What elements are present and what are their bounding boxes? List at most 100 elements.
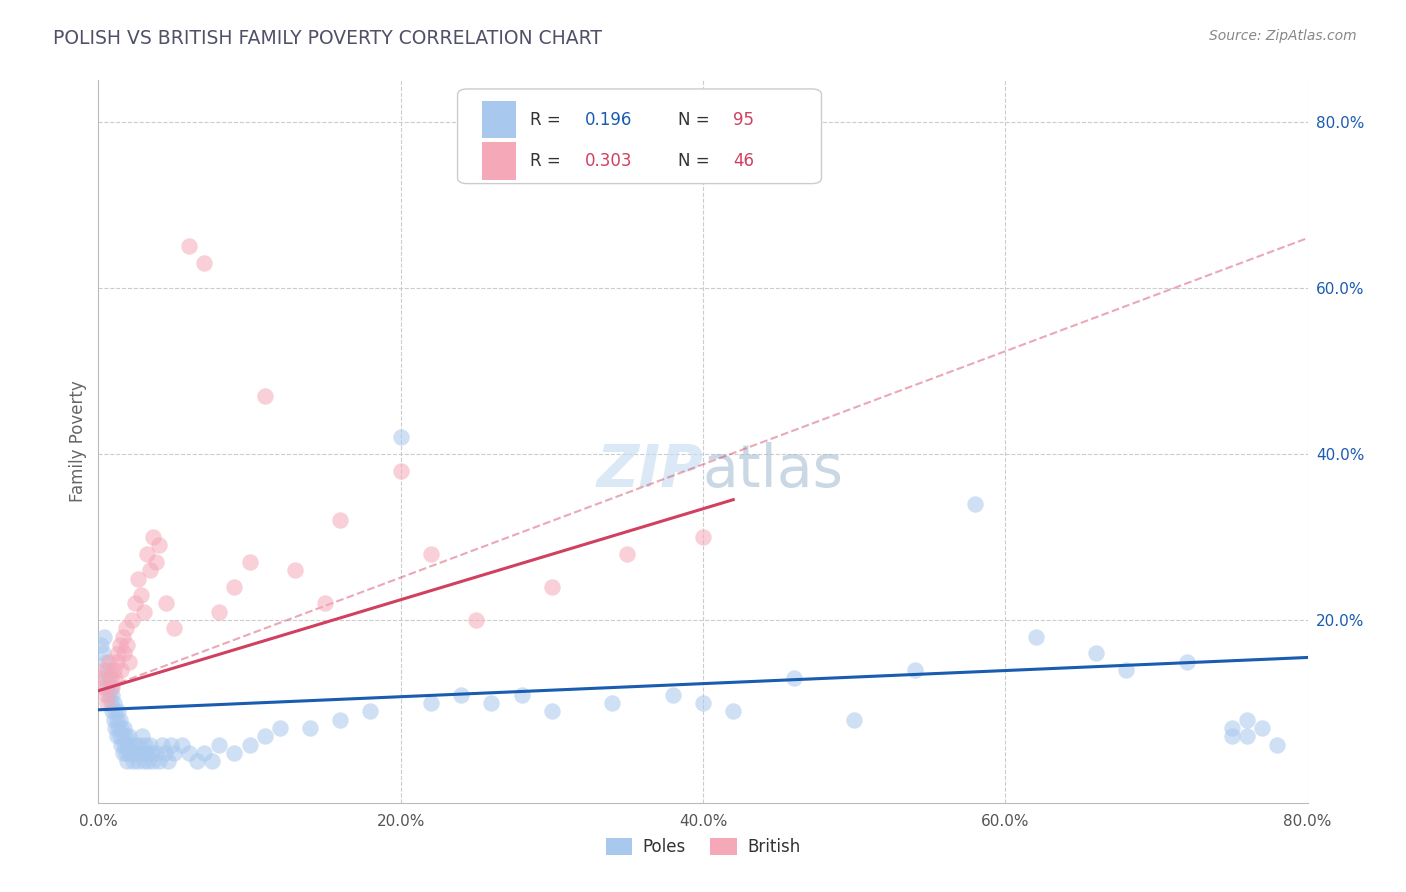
Point — [389, 430, 412, 444]
Point — [98, 671, 121, 685]
Point — [129, 746, 152, 760]
Point — [127, 754, 149, 768]
Point — [170, 738, 193, 752]
Text: ZIP: ZIP — [596, 442, 703, 499]
Point — [101, 688, 124, 702]
Point — [112, 646, 135, 660]
Text: N =: N = — [678, 153, 714, 170]
Point — [111, 730, 134, 744]
Point — [139, 738, 162, 752]
Point — [465, 613, 488, 627]
Point — [253, 389, 276, 403]
Point — [96, 696, 118, 710]
Point — [510, 688, 533, 702]
Point — [98, 655, 121, 669]
Point — [420, 547, 443, 561]
Point — [1220, 730, 1243, 744]
Point — [155, 597, 177, 611]
Point — [115, 754, 138, 768]
Point — [125, 746, 148, 760]
Point — [104, 671, 127, 685]
Point — [135, 746, 157, 760]
Text: 0.196: 0.196 — [585, 111, 631, 128]
Point — [110, 738, 132, 752]
Point — [111, 630, 134, 644]
Point — [101, 680, 124, 694]
Point — [132, 605, 155, 619]
Point — [193, 746, 215, 760]
Point — [692, 530, 714, 544]
Y-axis label: Family Poverty: Family Poverty — [69, 381, 87, 502]
Point — [142, 754, 165, 768]
Point — [100, 696, 122, 710]
Point — [105, 730, 128, 744]
Point — [269, 721, 291, 735]
Point — [239, 738, 262, 752]
Point — [118, 746, 141, 760]
Point — [124, 738, 146, 752]
Point — [224, 746, 246, 760]
Point — [1236, 713, 1258, 727]
Point — [135, 547, 157, 561]
Point — [127, 572, 149, 586]
Point — [112, 721, 135, 735]
Point — [101, 705, 124, 719]
Text: POLISH VS BRITISH FAMILY POVERTY CORRELATION CHART: POLISH VS BRITISH FAMILY POVERTY CORRELA… — [53, 29, 602, 47]
Point — [179, 239, 201, 253]
Point — [122, 754, 145, 768]
Point — [450, 688, 472, 702]
Point — [692, 696, 714, 710]
Point — [160, 738, 183, 752]
Point — [110, 721, 132, 735]
Point — [131, 730, 153, 744]
Point — [540, 705, 562, 719]
Point — [96, 680, 118, 694]
Text: Source: ZipAtlas.com: Source: ZipAtlas.com — [1209, 29, 1357, 43]
FancyBboxPatch shape — [482, 143, 516, 180]
Point — [108, 713, 131, 727]
Text: N =: N = — [678, 111, 714, 128]
Point — [110, 663, 132, 677]
Point — [103, 696, 125, 710]
Point — [208, 738, 231, 752]
Point — [132, 754, 155, 768]
Point — [299, 721, 322, 735]
Point — [616, 547, 638, 561]
Text: atlas: atlas — [703, 442, 844, 499]
Point — [107, 705, 129, 719]
Point — [98, 688, 121, 702]
Point — [1251, 721, 1274, 735]
Point — [91, 680, 114, 694]
Point — [239, 555, 262, 569]
Point — [108, 638, 131, 652]
Point — [1085, 646, 1108, 660]
Point — [136, 754, 159, 768]
Point — [90, 671, 112, 685]
Point — [94, 688, 117, 702]
Point — [1175, 655, 1198, 669]
Point — [100, 680, 122, 694]
Point — [148, 538, 170, 552]
Point — [163, 621, 186, 635]
Point — [121, 613, 143, 627]
Point — [253, 730, 276, 744]
Text: 95: 95 — [734, 111, 754, 128]
Point — [481, 696, 503, 710]
Point — [329, 513, 352, 527]
Point — [94, 671, 117, 685]
Point — [104, 705, 127, 719]
FancyBboxPatch shape — [457, 89, 821, 184]
Point — [115, 638, 138, 652]
Text: 46: 46 — [734, 153, 754, 170]
Text: R =: R = — [530, 153, 567, 170]
Point — [141, 746, 163, 760]
Point — [661, 688, 683, 702]
Point — [844, 713, 866, 727]
Point — [120, 738, 142, 752]
Point — [1115, 663, 1137, 677]
Point — [103, 713, 125, 727]
Point — [93, 663, 115, 677]
Point — [201, 754, 224, 768]
Point — [389, 464, 412, 478]
Point — [134, 738, 156, 752]
